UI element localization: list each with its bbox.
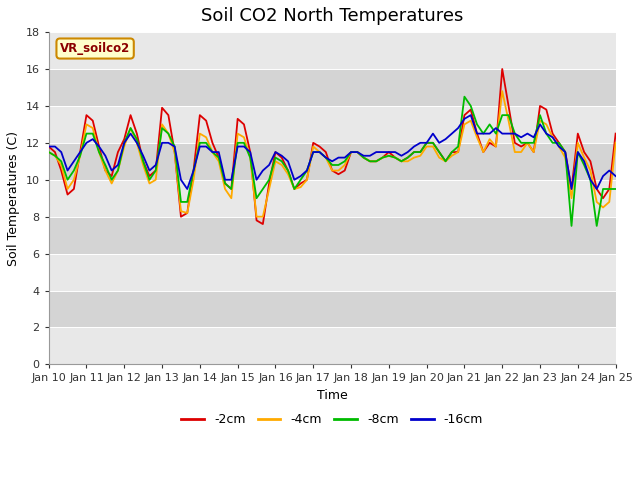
-16cm — [379, 149, 387, 155]
-4cm — [177, 208, 185, 214]
Bar — [49, 106, 616, 143]
X-axis label: Time: Time — [317, 389, 348, 402]
-8cm — [372, 158, 380, 164]
Title: Soil CO2 North Temperatures: Soil CO2 North Temperatures — [201, 7, 463, 25]
-8cm — [461, 94, 468, 99]
Y-axis label: Soil Temperatures (C): Soil Temperatures (C) — [7, 131, 20, 266]
-8cm — [568, 223, 575, 229]
-16cm — [536, 121, 544, 127]
-2cm — [114, 149, 122, 155]
-16cm — [177, 177, 185, 183]
Bar — [49, 327, 616, 364]
Bar — [49, 69, 616, 106]
-8cm — [177, 199, 185, 205]
-8cm — [189, 168, 197, 173]
-8cm — [45, 149, 52, 155]
Line: -16cm: -16cm — [49, 115, 616, 189]
-4cm — [379, 155, 387, 160]
-4cm — [114, 168, 122, 173]
-4cm — [45, 149, 52, 155]
-2cm — [605, 186, 613, 192]
-2cm — [379, 155, 387, 160]
-2cm — [45, 144, 52, 149]
Line: -4cm: -4cm — [49, 91, 616, 216]
-2cm — [177, 214, 185, 219]
Line: -8cm: -8cm — [49, 96, 616, 226]
Text: VR_soilco2: VR_soilco2 — [60, 42, 131, 55]
-16cm — [467, 112, 475, 118]
-16cm — [184, 186, 191, 192]
-8cm — [605, 186, 613, 192]
-16cm — [114, 162, 122, 168]
Bar — [49, 180, 616, 216]
Bar — [49, 216, 616, 253]
-16cm — [45, 144, 52, 149]
Bar — [49, 32, 616, 69]
Bar — [49, 253, 616, 290]
-4cm — [536, 118, 544, 123]
-4cm — [605, 199, 613, 205]
-2cm — [259, 221, 267, 227]
Bar — [49, 290, 616, 327]
-2cm — [189, 168, 197, 173]
Legend: -2cm, -4cm, -8cm, -16cm: -2cm, -4cm, -8cm, -16cm — [177, 408, 488, 431]
-8cm — [612, 186, 620, 192]
-4cm — [189, 177, 197, 183]
-16cm — [196, 144, 204, 149]
Line: -2cm: -2cm — [49, 69, 616, 224]
-16cm — [605, 168, 613, 173]
-2cm — [499, 66, 506, 72]
-2cm — [536, 103, 544, 109]
-16cm — [612, 173, 620, 179]
Bar — [49, 143, 616, 180]
-4cm — [499, 88, 506, 94]
-8cm — [114, 168, 122, 173]
-8cm — [530, 140, 538, 146]
-4cm — [253, 214, 260, 219]
-4cm — [612, 140, 620, 146]
-2cm — [612, 131, 620, 136]
